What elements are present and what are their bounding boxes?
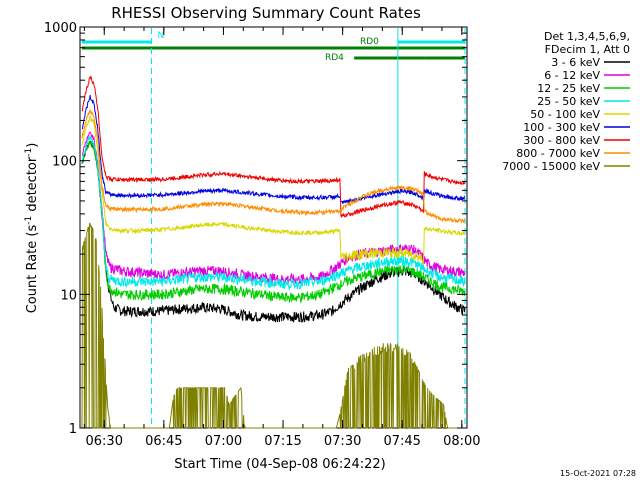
series-line [81, 115, 466, 265]
x-tick-label: 07:15 [264, 434, 301, 449]
x-tick-label: 07:30 [324, 434, 361, 449]
legend-header: Det 1,3,4,5,6,9, [544, 30, 630, 43]
x-axis: 06:30 06:45 07:00 07:15 07:30 07:45 08:00 [83, 27, 481, 449]
y-axis-label-main: Count Rate (s [25, 225, 40, 314]
legend-header: FDecim 1, Att 0 [545, 43, 630, 56]
legend-label: 6 - 12 keV [544, 69, 600, 82]
chart-title: RHESSI Observing Summary Count Rates [111, 4, 421, 22]
series-line [81, 108, 466, 224]
y-axis-label-sup2: -1 [24, 148, 34, 157]
y-tick-label: 1 [69, 422, 77, 437]
annotation-layer: N RD0 RD4 [82, 31, 465, 63]
x-tick-label: 08:00 [443, 434, 480, 449]
series-line [81, 139, 466, 304]
legend-label: 3 - 6 keV [551, 56, 600, 69]
legend-label: 300 - 800 keV [523, 134, 600, 147]
series-line [81, 75, 466, 218]
annotation-label: RD4 [325, 53, 344, 63]
series-line [81, 135, 466, 291]
series-line [81, 95, 466, 204]
x-tick-label: 06:45 [145, 434, 182, 449]
y-tick-label: 1000 [44, 21, 77, 36]
plot-frame [79, 26, 468, 429]
legend: Det 1,3,4,5,6,9,FDecim 1, Att 03 - 6 keV… [502, 30, 630, 173]
series-line [81, 222, 465, 429]
legend-label: 25 - 50 keV [537, 95, 600, 108]
y-axis-label-mid: detector [25, 156, 40, 216]
y-tick-label: 100 [52, 155, 77, 170]
x-tick-label: 07:00 [205, 434, 242, 449]
y-axis: 1 10 100 1000 [44, 21, 467, 437]
footer-date: 15-Oct-2021 07:28 [560, 469, 636, 478]
series-layer [81, 75, 466, 429]
y-axis-label: Count Rate (s-1 detector-1) [24, 143, 40, 314]
x-tick-label: 06:30 [86, 434, 123, 449]
y-axis-label-end: ) [25, 143, 40, 148]
series-line [81, 131, 466, 286]
y-tick-label: 10 [60, 288, 77, 303]
vertical-markers [151, 28, 466, 427]
legend-label: 7000 - 15000 keV [502, 160, 600, 173]
legend-label: 50 - 100 keV [530, 108, 600, 121]
legend-label: 800 - 7000 keV [516, 147, 600, 160]
x-tick-label: 07:45 [383, 434, 420, 449]
annotation-label: N [158, 31, 165, 41]
y-axis-label-sup1: -1 [24, 216, 34, 225]
x-axis-label: Start Time (04-Sep-08 06:24:22) [174, 457, 385, 472]
annotation-label: RD0 [360, 37, 379, 47]
legend-label: 12 - 25 keV [537, 82, 600, 95]
legend-label: 100 - 300 keV [523, 121, 600, 134]
